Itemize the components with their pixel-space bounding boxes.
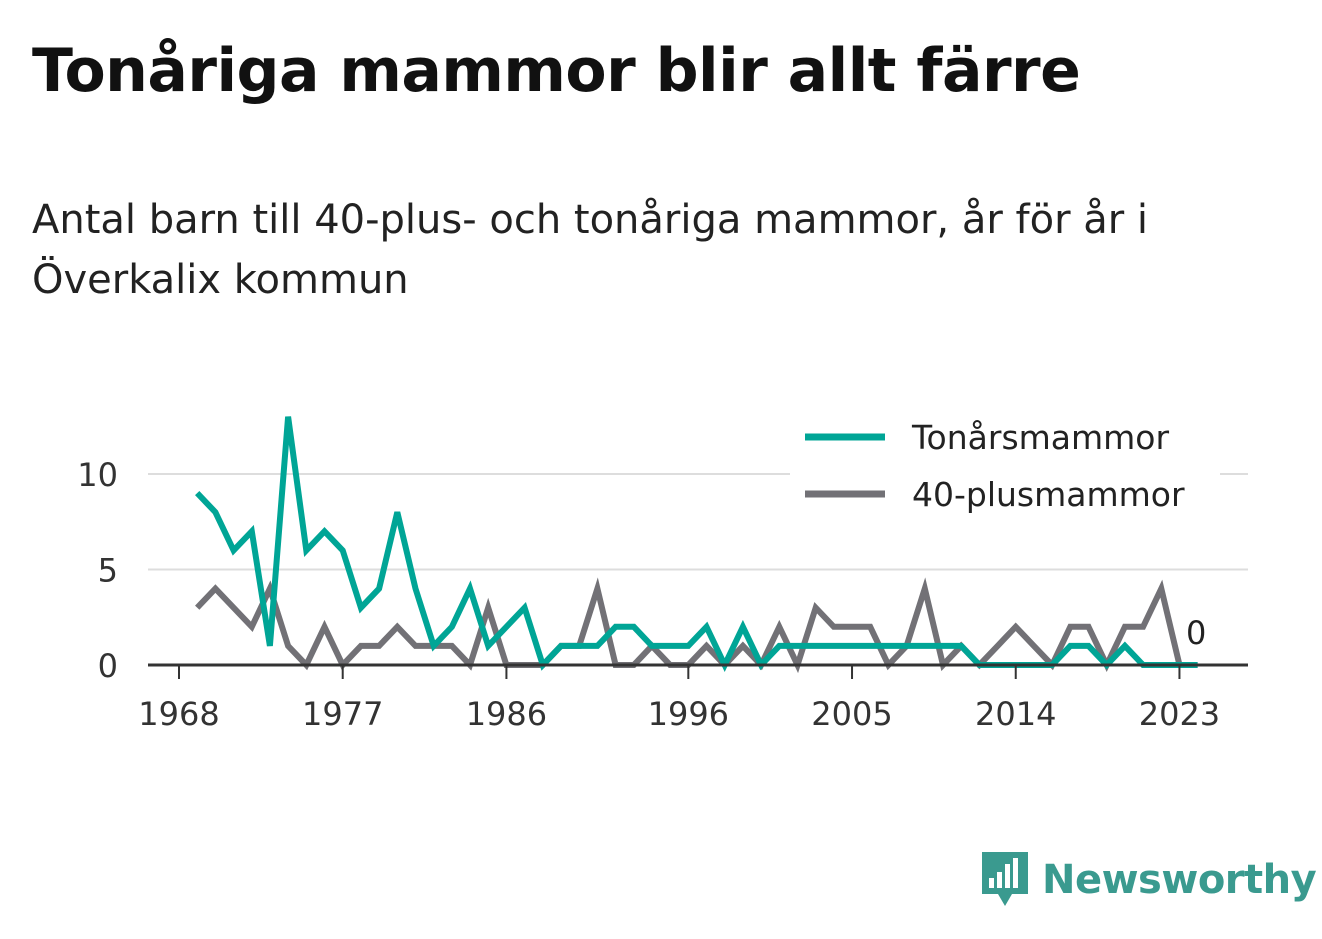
x-tick-label-2014: 2014 bbox=[975, 695, 1056, 733]
y-axis-ticks: 0 5 10 bbox=[77, 456, 118, 685]
x-tick-label-2005: 2005 bbox=[811, 695, 892, 733]
x-tick-label-2023: 2023 bbox=[1139, 695, 1220, 733]
y-tick-label-5: 5 bbox=[98, 552, 118, 590]
chart-title: Tonåriga mammor blir allt färre bbox=[32, 36, 1081, 106]
x-tick-label-1977: 1977 bbox=[302, 695, 383, 733]
chart-subtitle: Antal barn till 40-plus- och tonåriga ma… bbox=[32, 197, 1149, 303]
x-tick-label-1996: 1996 bbox=[648, 695, 729, 733]
legend-background bbox=[790, 412, 1220, 524]
brand-name: Newsworthy bbox=[1042, 857, 1317, 903]
legend-label-0: Tonårsmammor bbox=[911, 418, 1169, 457]
x-tick-label-1986: 1986 bbox=[466, 695, 547, 733]
x-tick-label-1968: 1968 bbox=[138, 695, 219, 733]
legend: Tonårsmammor 40-plusmammor bbox=[790, 412, 1220, 524]
y-tick-label-10: 10 bbox=[77, 456, 118, 494]
y-tick-label-0: 0 bbox=[98, 647, 118, 685]
series-line-40-plusmammor bbox=[195, 577, 1198, 674]
bar-chart-icon bbox=[982, 852, 1028, 906]
x-axis: 1968 1977 1986 1996 2005 2014 2023 bbox=[138, 663, 1248, 733]
legend-label-1: 40-plusmammor bbox=[912, 475, 1185, 514]
end-value-label: 0 bbox=[1186, 614, 1206, 652]
end-labels: 0 bbox=[1186, 614, 1206, 652]
brand-logo: Newsworthy bbox=[980, 850, 1317, 910]
